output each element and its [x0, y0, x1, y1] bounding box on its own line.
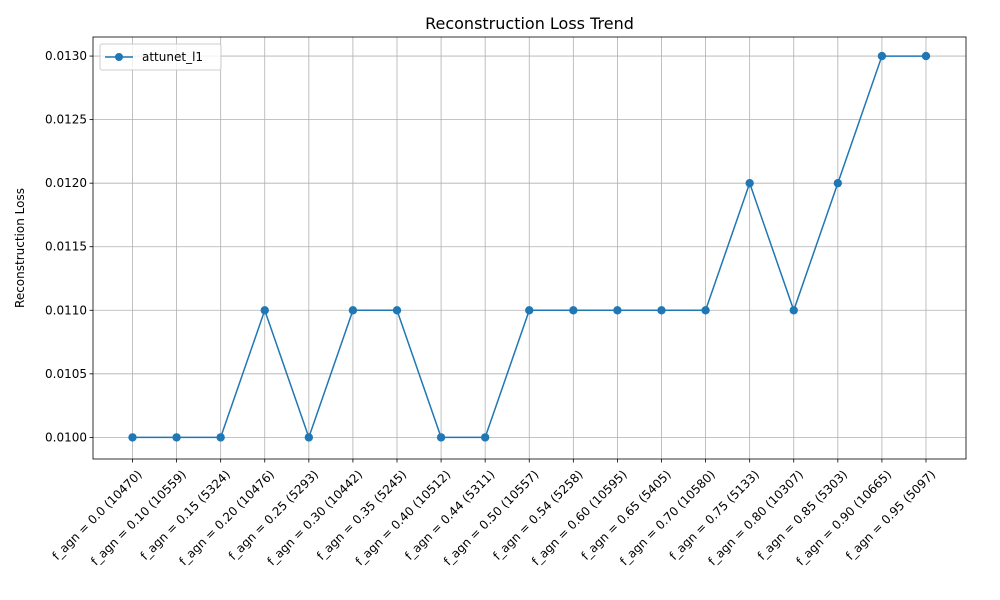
data-point [480, 433, 490, 442]
data-point [613, 306, 622, 315]
series-layer [128, 51, 931, 442]
data-point [260, 306, 269, 315]
data-point [436, 433, 446, 442]
data-point [657, 306, 666, 315]
data-point [128, 433, 137, 442]
legend-label: attunet_l1 [142, 50, 203, 64]
y-tick-label: 0.0120 [45, 176, 87, 190]
data-point [569, 306, 578, 315]
y-axis-label: Reconstruction Loss [13, 188, 27, 308]
data-point [921, 51, 931, 61]
y-tick-label: 0.0130 [45, 49, 87, 63]
data-point [701, 306, 710, 315]
y-tick-label: 0.0110 [45, 303, 87, 317]
y-tick-label: 0.0100 [45, 430, 87, 444]
data-point [789, 306, 798, 315]
legend-point-marker [115, 53, 123, 61]
data-point [392, 306, 402, 315]
data-point [348, 306, 358, 315]
data-point [745, 178, 754, 188]
y-tick-label: 0.0115 [45, 240, 87, 254]
data-point [304, 433, 314, 442]
y-tick-label: 0.0105 [45, 367, 87, 381]
legend: attunet_l1 [99, 43, 222, 71]
data-point [172, 433, 181, 442]
y-tick-label: 0.0125 [45, 113, 87, 127]
data-point [525, 306, 534, 315]
data-point [877, 51, 887, 61]
legend-box [99, 43, 222, 71]
data-point [216, 433, 225, 442]
chart-title: Reconstruction Loss Trend [425, 14, 634, 33]
data-point [833, 178, 843, 188]
